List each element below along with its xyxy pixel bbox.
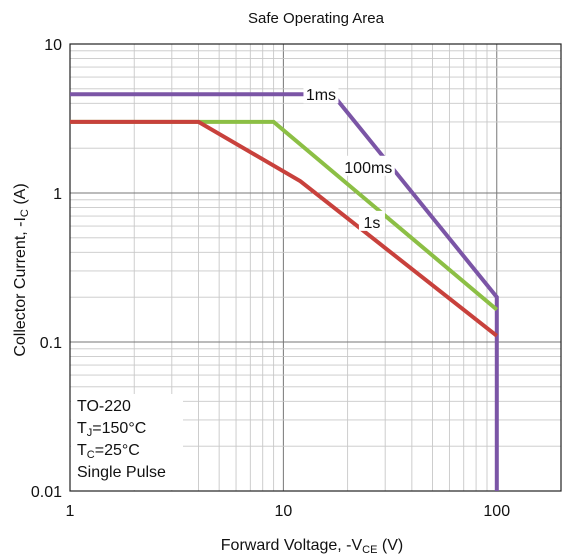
y-tick-label: 10: [44, 37, 62, 54]
y-tick-label: 0.1: [40, 335, 62, 352]
series-label-1s: 1s: [363, 215, 380, 232]
note-backdrop: [71, 394, 183, 490]
plot-frame: [69, 43, 562, 492]
x-axis-label: Forward Voltage, -VCE (V): [221, 537, 403, 556]
tick-labels: 1 10 100 10 1 0.1 0.01: [31, 37, 510, 520]
series-label-backdrop: [358, 210, 385, 231]
y-tick-label: 0.01: [31, 484, 62, 501]
series-line-1s: [70, 119, 499, 338]
x-tick-label: 10: [274, 503, 292, 520]
series-label-backdrop: [341, 155, 395, 176]
x-tick-label: 100: [483, 503, 510, 520]
series-lines: [70, 92, 499, 491]
note-tc: TC=25°C: [77, 442, 140, 461]
note-tj: TJ=150°C: [77, 420, 146, 439]
y-axis-label: Collector Current, -IC (A): [12, 183, 31, 356]
chart-title: Safe Operating Area: [248, 10, 385, 27]
note-package: TO-220: [77, 398, 131, 415]
series-label-1ms: 1ms: [306, 87, 336, 104]
series-label-100ms: 100ms: [344, 160, 392, 177]
conditions-note: TO-220 TJ=150°C TC=25°C Single Pulse: [71, 394, 183, 490]
series-line-1ms: [70, 92, 499, 491]
x-tick-label: 1: [66, 503, 75, 520]
series-label-backdrop: [303, 83, 339, 104]
series-labels: 1ms 100ms 1s: [303, 83, 395, 232]
note-pulse: Single Pulse: [77, 464, 166, 481]
y-tick-label: 1: [53, 186, 62, 203]
